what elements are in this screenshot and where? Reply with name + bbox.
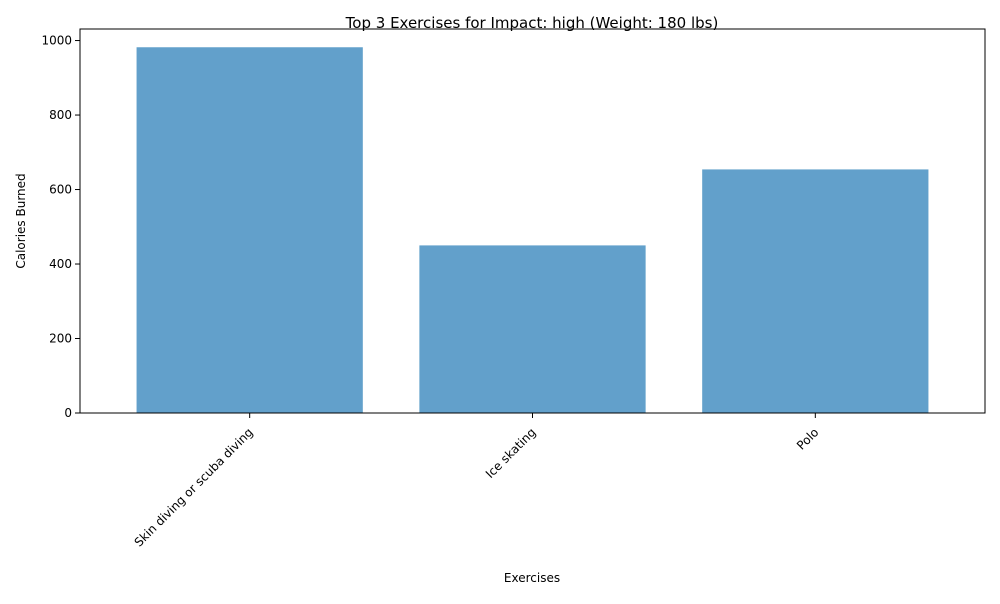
bar-1 [419,245,646,413]
x-tick-label-0: Skin diving or scuba diving [132,425,256,549]
x-tick-label-1: Ice skating [483,425,539,481]
y-tick-label-2: 400 [49,257,72,271]
y-tick-label-4: 800 [49,108,72,122]
x-tick-label-2: Polo [794,425,821,452]
bars-layer [136,47,929,413]
x-axis-label: Exercises [504,571,560,585]
y-tick-label-0: 0 [64,406,72,420]
y-tick-label-5: 1000 [41,34,72,48]
bar-2 [702,169,929,413]
y-axis-ticks: 0 200 400 600 800 1000 [41,34,80,420]
chart-title: Top 3 Exercises for Impact: high (Weight… [345,14,719,32]
bar-0 [136,47,363,413]
y-tick-label-1: 200 [49,332,72,346]
y-tick-label-3: 600 [49,183,72,197]
x-axis-ticks: Skin diving or scuba diving Ice skating Po… [132,413,821,549]
y-axis-label: Calories Burned [14,173,28,268]
